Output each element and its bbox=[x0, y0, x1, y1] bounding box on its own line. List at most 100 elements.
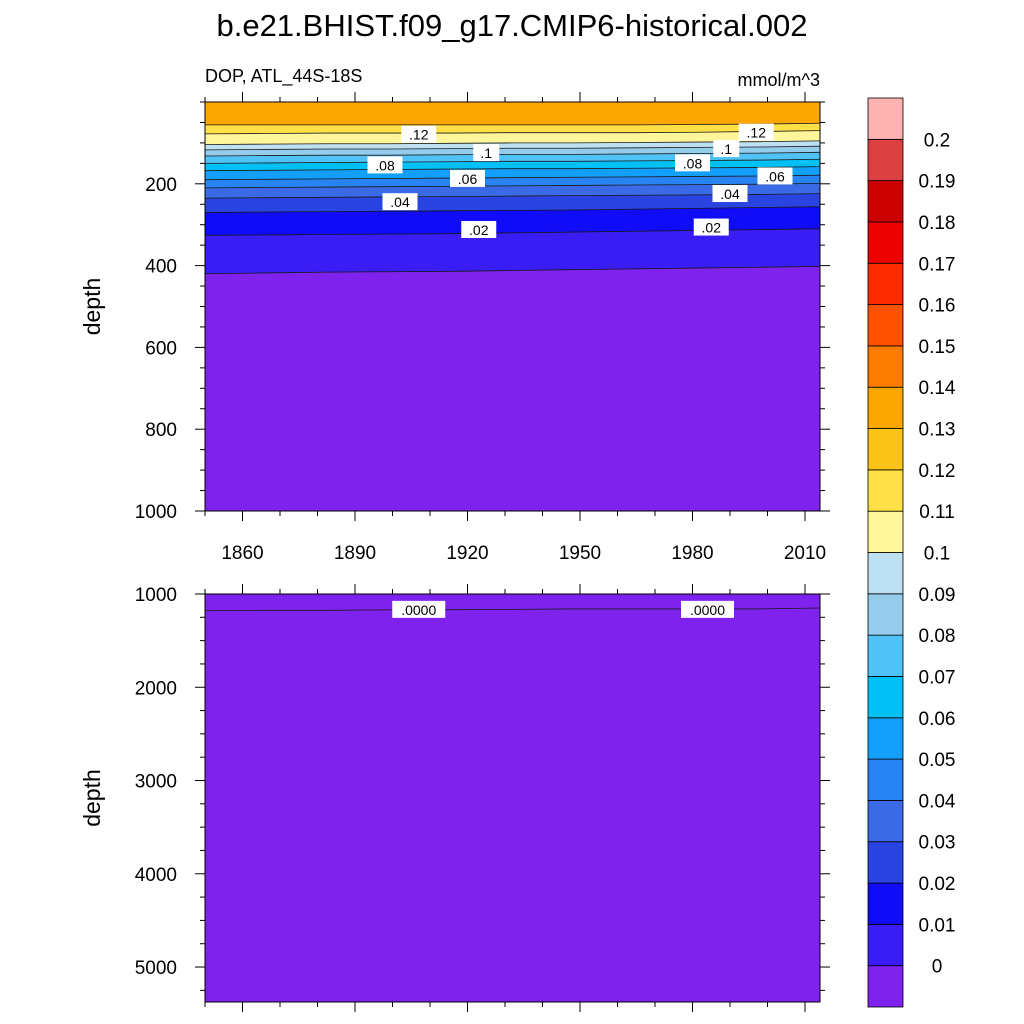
colorbar-label: 0.07 bbox=[919, 667, 956, 688]
contour-label: .1 bbox=[713, 140, 740, 158]
colorbar-label: 0.13 bbox=[919, 420, 956, 441]
contour-line-0.06 bbox=[205, 174, 820, 181]
colorbar-swatch bbox=[867, 634, 904, 677]
colorbar-swatch bbox=[867, 262, 904, 305]
contour-line-0.03 bbox=[205, 206, 820, 213]
contour-line-0.01 bbox=[205, 266, 820, 275]
contour-label-box bbox=[392, 600, 446, 618]
contour-band-0 bbox=[205, 594, 820, 611]
y-tick-label: 4000 bbox=[135, 865, 177, 886]
y-tick-label: 600 bbox=[145, 338, 177, 359]
y-tick-label: 400 bbox=[145, 257, 177, 278]
colorbar-label: 0.03 bbox=[919, 833, 956, 854]
colorbar-label: 0.12 bbox=[919, 461, 956, 482]
contour-label-box bbox=[713, 140, 740, 158]
colorbar-swatch bbox=[867, 510, 904, 553]
x-tick-label: 1950 bbox=[559, 543, 601, 564]
contour-label: .0000 bbox=[681, 600, 734, 618]
colorbar-swatch bbox=[867, 386, 904, 429]
colorbar-label: 0.18 bbox=[919, 213, 956, 234]
colorbar-swatch bbox=[867, 965, 904, 1008]
contour-line-0.08 bbox=[205, 158, 820, 164]
x-tick-label: 1890 bbox=[334, 543, 376, 564]
contour-label-text: .1 bbox=[480, 145, 492, 161]
y-tick-label: 1000 bbox=[135, 585, 177, 606]
contour-label-box bbox=[401, 125, 437, 143]
contour-label: .0000 bbox=[392, 600, 446, 618]
x-tick-label: 2010 bbox=[784, 543, 826, 564]
contour-label-box bbox=[681, 600, 734, 618]
colorbar-label: 0 bbox=[932, 957, 943, 978]
colorbar-label: 0.19 bbox=[919, 172, 956, 193]
contour-label: .1 bbox=[473, 144, 500, 162]
contour-label: .08 bbox=[367, 156, 403, 174]
contour-fills: .0000 .0000 bbox=[205, 594, 820, 1002]
y-tick-label: 800 bbox=[145, 420, 177, 441]
colorbar-swatch bbox=[867, 428, 904, 471]
contour-label-box bbox=[712, 185, 748, 203]
contour-label-text: .0000 bbox=[690, 602, 725, 618]
contour-label: .08 bbox=[675, 154, 710, 172]
contour-fills: .12 .12 .1 .1 .08 .08 .06 .06 .04 .04 .02 .02 bbox=[205, 102, 820, 511]
contour-label-box bbox=[675, 154, 710, 172]
contour-label-box bbox=[738, 123, 774, 141]
x-tick-label: 1920 bbox=[446, 543, 488, 564]
colorbar-label: 0.08 bbox=[919, 626, 956, 647]
colorbar-swatch bbox=[867, 180, 904, 223]
colorbar-label: 0.2 bbox=[924, 130, 950, 151]
plot-frame bbox=[204, 593, 821, 1003]
contour-label-text: .0000 bbox=[401, 602, 436, 618]
contour-band-0.13 bbox=[205, 102, 820, 125]
colorbar-label: 0.11 bbox=[919, 502, 955, 523]
y-tick-label: 200 bbox=[145, 175, 177, 196]
contour-label-text: .04 bbox=[390, 194, 410, 210]
contour-line-0.07 bbox=[205, 166, 820, 172]
contour-label-box bbox=[473, 144, 500, 162]
colorbar-label: 0.02 bbox=[919, 874, 956, 895]
colorbar-swatch bbox=[867, 717, 904, 760]
y-tick-label: 2000 bbox=[135, 678, 177, 699]
deep-band-fill bbox=[205, 594, 820, 1002]
y-tick-label: 3000 bbox=[135, 772, 177, 793]
colorbar-swatch bbox=[867, 676, 904, 719]
upper-panel-0-1000m: .12 .12 .1 .1 .08 .08 .06 .06 .04 .04 .02 .02 1860 18… bbox=[79, 92, 830, 564]
chart-title: b.e21.BHIST.f09_g17.CMIP6-historical.002 bbox=[216, 8, 807, 43]
contour-label-text: .08 bbox=[375, 157, 395, 173]
colorbar-swatch bbox=[867, 138, 904, 182]
colorbar-label: 0.05 bbox=[919, 750, 956, 771]
contour-label-box bbox=[382, 193, 418, 211]
colorbar-swatch bbox=[867, 345, 904, 388]
lower-panel-1000-5375m: .0000 .0000 1000 2000 3000 4000 5000 depth bbox=[79, 584, 830, 1012]
colorbar-swatch bbox=[867, 304, 904, 347]
contour-label: .02 bbox=[693, 218, 729, 236]
contour-line-0.13 bbox=[205, 122, 820, 126]
contour-label-box bbox=[693, 218, 729, 236]
contour-label-text: .08 bbox=[683, 155, 703, 171]
colorbar-swatch bbox=[867, 841, 904, 884]
units-label: mmol/m^3 bbox=[738, 70, 820, 90]
contour-label: .04 bbox=[712, 185, 748, 203]
contour-label-text: .12 bbox=[409, 127, 429, 143]
y-axis-label: depth bbox=[79, 769, 105, 827]
contour-label-box bbox=[757, 167, 793, 185]
colorbar-label: 0.04 bbox=[919, 791, 956, 812]
colorbar-swatch bbox=[867, 552, 904, 595]
contour-label-text: .1 bbox=[720, 141, 732, 157]
colorbar-label: 0.09 bbox=[919, 585, 956, 606]
colorbar-label: 0.16 bbox=[919, 296, 956, 317]
colorbar-swatch bbox=[867, 221, 904, 264]
contour-line-0.05 bbox=[205, 182, 820, 189]
y-axis-label: depth bbox=[79, 278, 105, 336]
contour-label-box bbox=[461, 221, 497, 239]
contour-label-text: .02 bbox=[702, 220, 722, 236]
contour-line-0.12 bbox=[205, 130, 820, 135]
contour-label-box bbox=[367, 156, 403, 174]
colorbar-label: 0.01 bbox=[919, 915, 956, 936]
contour-label-text: .06 bbox=[765, 168, 785, 184]
colorbar-legend: 0 0.01 0.02 0.03 0.04 0.05 0.06 0.07 0.08 0.09 0.1… bbox=[867, 97, 956, 1008]
colorbar-label: 0.1 bbox=[924, 544, 950, 565]
colorbar-label: 0.17 bbox=[919, 254, 956, 275]
colorbar-swatch bbox=[867, 800, 904, 843]
contour-label-text: .04 bbox=[720, 186, 740, 202]
